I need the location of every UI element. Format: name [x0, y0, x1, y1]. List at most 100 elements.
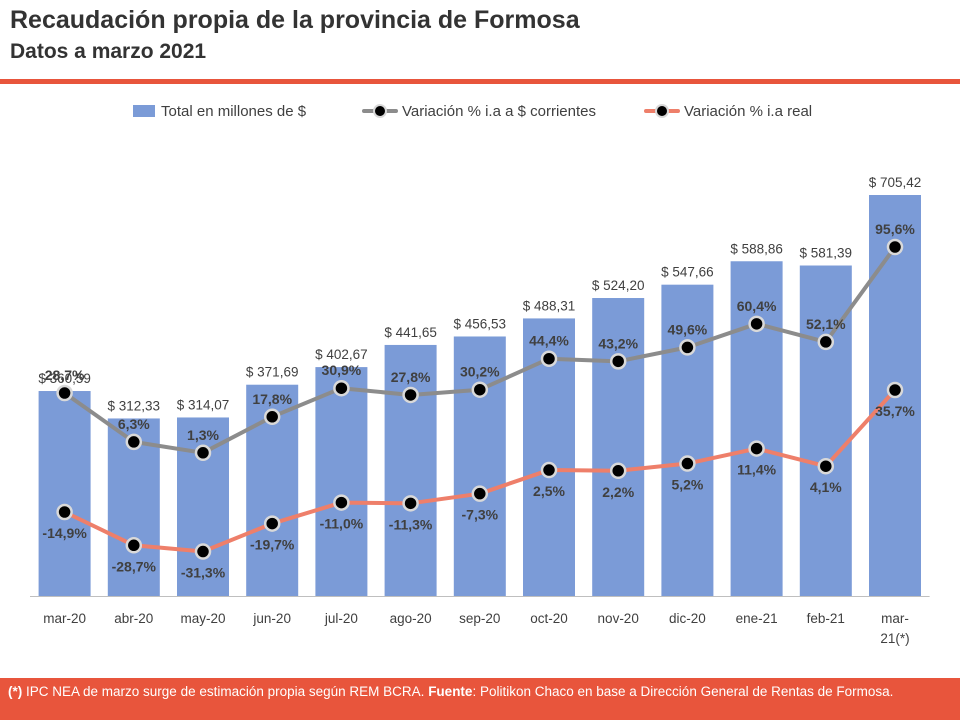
real-data-label: 5,2%	[671, 477, 703, 493]
corrientes-point	[471, 381, 489, 398]
corrientes-point	[886, 238, 904, 256]
real-point	[56, 503, 73, 521]
x-tick-label: jul-20	[324, 611, 358, 626]
real-point	[679, 455, 696, 472]
bar-value-label: $ 456,53	[454, 316, 507, 331]
real-point	[471, 485, 489, 502]
legend-label-total: Total en millones de $	[161, 102, 307, 120]
x-tick-label: ene-21	[736, 611, 778, 626]
footer-source-text: : Politikon Chaco en base a Dirección Ge…	[472, 684, 894, 699]
x-tick-label: 21(*)	[880, 631, 909, 646]
bar-value-label: $ 402,67	[315, 347, 368, 362]
bar-value-label: $ 314,07	[177, 397, 230, 412]
real-data-label: 35,7%	[875, 403, 915, 419]
footer-note-mark: (*)	[8, 684, 23, 699]
bar-value-label: $ 441,65	[384, 325, 437, 340]
real-data-label: 11,4%	[737, 462, 776, 478]
bar	[38, 391, 91, 596]
legend-label-corrientes: Variación % i.a a $ corrientes	[402, 102, 596, 120]
real-data-label: -11,3%	[389, 516, 433, 532]
bar	[592, 298, 645, 596]
x-tick-label: sep-20	[459, 611, 500, 626]
bar	[315, 367, 368, 596]
legend-item-real: Variación % i.a real	[644, 100, 812, 122]
x-tick-label: oct-20	[530, 611, 568, 626]
corrientes-point	[679, 339, 696, 356]
bar-value-label: $ 524,20	[592, 278, 645, 293]
bar-value-label: $ 581,39	[800, 246, 853, 261]
bar-value-label: $ 312,33	[108, 398, 161, 413]
corrientes-data-label: 60,4%	[737, 298, 777, 314]
x-tick-label: mar-20	[43, 611, 86, 626]
corrientes-point	[263, 408, 281, 426]
corrientes-data-label: 28,7%	[45, 367, 85, 383]
legend-line-swatch-real	[644, 100, 680, 122]
corrientes-data-label: 95,6%	[875, 221, 915, 237]
real-point	[817, 457, 835, 475]
x-tick-label: abr-20	[114, 611, 153, 626]
real-point	[540, 461, 558, 479]
corrientes-data-label: 43,2%	[598, 335, 638, 351]
corrientes-data-label: 1,3%	[187, 427, 219, 443]
chart-subtitle: Datos a marzo 2021	[10, 40, 207, 63]
x-tick-label: nov-20	[598, 611, 639, 626]
x-tick-label: may-20	[180, 611, 225, 626]
corrientes-point	[333, 379, 350, 397]
corrientes-data-label: 30,9%	[322, 362, 362, 378]
bar-value-label: $ 371,69	[246, 365, 299, 380]
corrientes-point	[194, 444, 212, 462]
footer-note: (*) IPC NEA de marzo surge de estimación…	[0, 678, 960, 720]
real-point	[263, 515, 281, 532]
corrientes-point	[125, 433, 143, 451]
bar-value-label: $ 705,42	[869, 175, 922, 190]
corrientes-point	[402, 386, 419, 404]
real-point	[748, 440, 765, 457]
legend-bar-swatch	[133, 105, 155, 117]
corrientes-data-label: 17,8%	[252, 391, 292, 407]
legend-label-real: Variación % i.a real	[684, 102, 813, 120]
real-point	[194, 543, 212, 560]
corrientes-data-label: 30,2%	[460, 364, 500, 380]
corrientes-point	[609, 353, 627, 370]
chart-title: Recaudación propia de la provincia de Fo…	[10, 6, 580, 34]
real-data-label: -19,7%	[250, 537, 295, 553]
real-data-label: 2,5%	[533, 483, 565, 499]
x-tick-label: feb-21	[807, 611, 845, 626]
bar-value-label: $ 588,86	[730, 241, 783, 256]
header-divider	[0, 79, 960, 84]
x-tick-label: jun-20	[252, 611, 291, 626]
real-point	[333, 494, 350, 511]
real-point	[886, 381, 904, 399]
bar-value-label: $ 547,66	[661, 265, 714, 280]
corrientes-data-label: 44,4%	[529, 333, 569, 349]
real-point	[402, 495, 419, 512]
legend: Total en millones de $ Variación % i.a a…	[0, 100, 960, 122]
real-data-label: -14,9%	[42, 525, 87, 541]
bar	[453, 336, 506, 596]
x-tick-label: mar-	[881, 611, 909, 626]
footer-source-label: Fuente	[428, 684, 473, 699]
corrientes-point	[56, 384, 73, 402]
footer-note-text: IPC NEA de marzo surge de estimación pro…	[22, 684, 429, 699]
corrientes-data-label: 49,6%	[668, 321, 708, 337]
corrientes-data-label: 6,3%	[118, 416, 150, 432]
corrientes-point	[748, 315, 765, 333]
legend-line-swatch-corrientes	[362, 100, 398, 122]
bar-value-label: $ 488,31	[523, 298, 576, 313]
corrientes-point	[817, 333, 835, 351]
bar	[661, 284, 714, 596]
real-point	[125, 537, 143, 554]
chart-plot: $ 360,59 $ 312,33 $ 314,07 $ 371,69 $ 402,67…	[30, 175, 930, 646]
bar-value-label: $ 360,59	[38, 371, 91, 386]
real-data-label: -7,3%	[462, 507, 499, 523]
legend-item-total: Total en millones de $	[133, 100, 306, 122]
corrientes-point	[540, 350, 558, 367]
real-data-label: -28,7%	[112, 558, 157, 574]
real-data-label: 4,1%	[810, 479, 842, 495]
x-tick-label: ago-20	[390, 611, 432, 626]
real-data-label: -11,0%	[320, 516, 364, 532]
real-point	[609, 462, 627, 480]
real-data-label: -31,3%	[181, 565, 226, 581]
real-data-label: 2,2%	[602, 484, 634, 500]
x-tick-label: dic-20	[669, 611, 706, 626]
